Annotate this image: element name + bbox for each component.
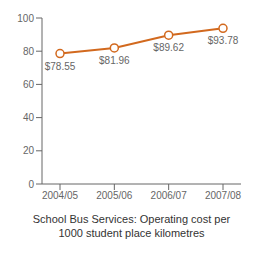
- svg-text:20: 20: [23, 145, 35, 156]
- svg-text:100: 100: [17, 13, 34, 24]
- svg-text:40: 40: [23, 112, 35, 123]
- svg-text:80: 80: [23, 46, 35, 57]
- html-text:School Bus Services: Operating: School Bus Services: Operating cost per …: [32, 213, 231, 239]
- svg-text:2006/07: 2006/07: [151, 190, 188, 201]
- svg-text:$89.62: $89.62: [153, 42, 184, 53]
- svg-text:2005/06: 2005/06: [96, 190, 133, 201]
- svg-text:$78.55: $78.55: [45, 61, 76, 72]
- svg-text:60: 60: [23, 79, 35, 90]
- svg-text:$93.78: $93.78: [208, 35, 239, 46]
- svg-text:2007/08: 2007/08: [205, 190, 242, 201]
- svg-text:2004/05: 2004/05: [42, 190, 79, 201]
- svg-text:0: 0: [28, 179, 34, 190]
- svg-text:$81.96: $81.96: [99, 55, 130, 66]
